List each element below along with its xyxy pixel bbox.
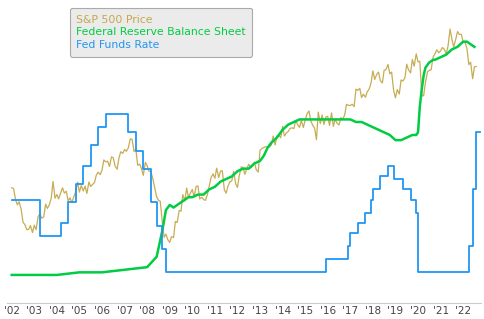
- Legend: S&P 500 Price, Federal Reserve Balance Sheet, Fed Funds Rate: S&P 500 Price, Federal Reserve Balance S…: [70, 8, 252, 56]
